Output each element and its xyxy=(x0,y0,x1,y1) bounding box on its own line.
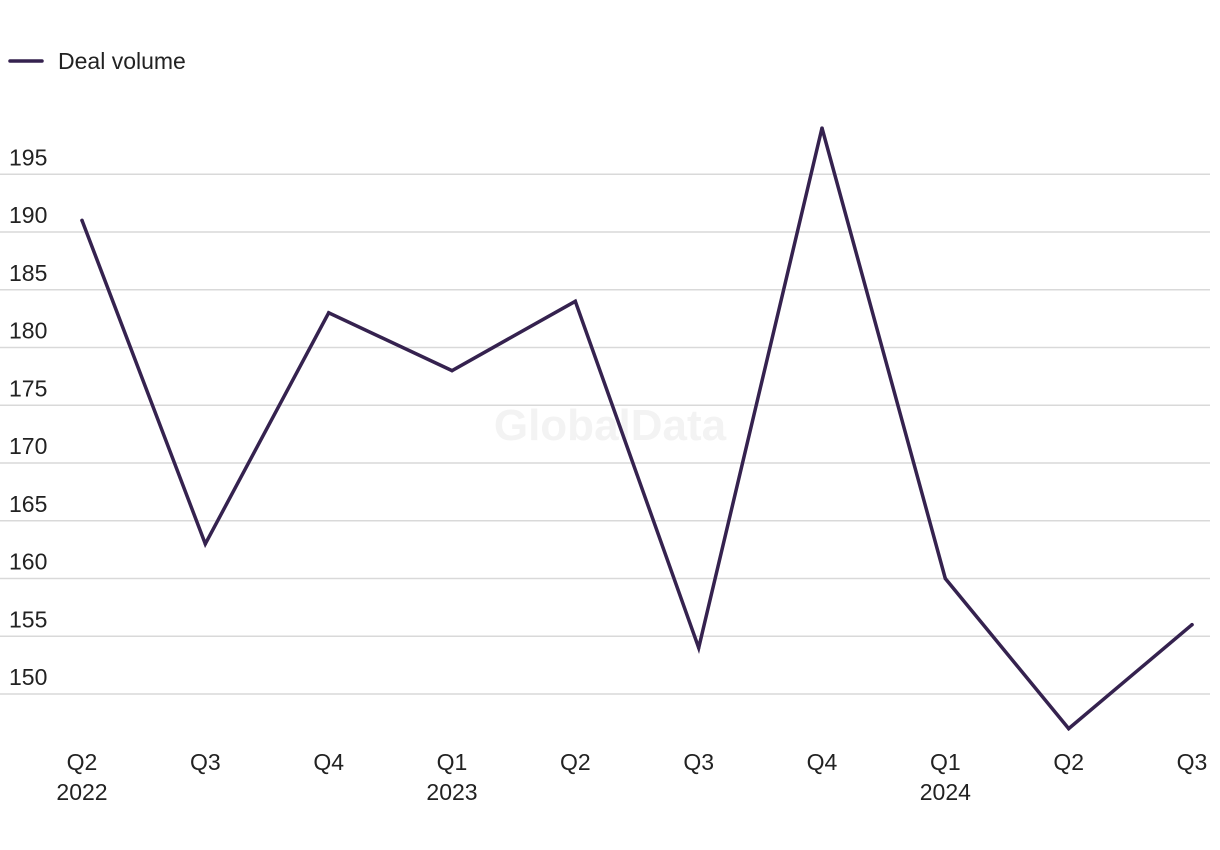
x-axis-tick-labels: Q2 2022 Q3 Q4 Q1 2023 Q2 Q3 Q4 Q1 2024 Q2 Q3 xyxy=(56,749,1207,805)
legend: Deal volume xyxy=(8,48,186,74)
data-point xyxy=(696,646,701,650)
x-tick-label: Q2 xyxy=(560,749,591,775)
series-deal-volume xyxy=(80,126,1194,732)
gridlines xyxy=(0,173,1210,695)
x-tick-label: Q3 xyxy=(190,749,221,775)
data-point xyxy=(943,576,948,581)
y-axis-tick-labels: 150 155 160 165 170 175 180 185 190 195 xyxy=(9,144,47,690)
x-tick-label: Q2 xyxy=(67,749,98,775)
data-point xyxy=(80,218,84,223)
x-tick-label: Q3 xyxy=(683,749,714,775)
y-tick-label: 165 xyxy=(9,491,47,517)
y-tick-label: 175 xyxy=(9,375,47,401)
y-tick-label: 190 xyxy=(9,202,47,228)
x-tick-label: Q1 xyxy=(437,749,468,775)
data-point xyxy=(820,126,824,130)
y-tick-label: 160 xyxy=(9,549,47,575)
data-point xyxy=(203,542,208,546)
x-tick-year-label: 2023 xyxy=(426,779,477,805)
x-tick-year-label: 2024 xyxy=(920,779,971,805)
legend-label-deal-volume: Deal volume xyxy=(58,48,186,74)
data-point xyxy=(1066,726,1071,731)
y-tick-label: 180 xyxy=(9,318,47,344)
data-point xyxy=(450,368,454,373)
x-tick-label: Q4 xyxy=(313,749,344,775)
y-tick-label: 155 xyxy=(9,606,47,632)
x-tick-label: Q2 xyxy=(1053,749,1084,775)
x-tick-label: Q4 xyxy=(807,749,838,775)
x-tick-label: Q1 xyxy=(930,749,961,775)
x-tick-year-label: 2022 xyxy=(56,779,107,805)
data-point xyxy=(1190,623,1194,627)
y-tick-label: 150 xyxy=(9,664,47,690)
x-tick-label: Q3 xyxy=(1177,749,1208,775)
series-line-deal-volume xyxy=(80,127,1194,732)
data-point xyxy=(573,299,578,303)
watermark: GlobalData xyxy=(494,401,727,450)
y-tick-label: 195 xyxy=(9,144,47,170)
data-point xyxy=(326,311,331,315)
y-tick-label: 185 xyxy=(9,260,47,286)
y-tick-label: 170 xyxy=(9,433,47,459)
